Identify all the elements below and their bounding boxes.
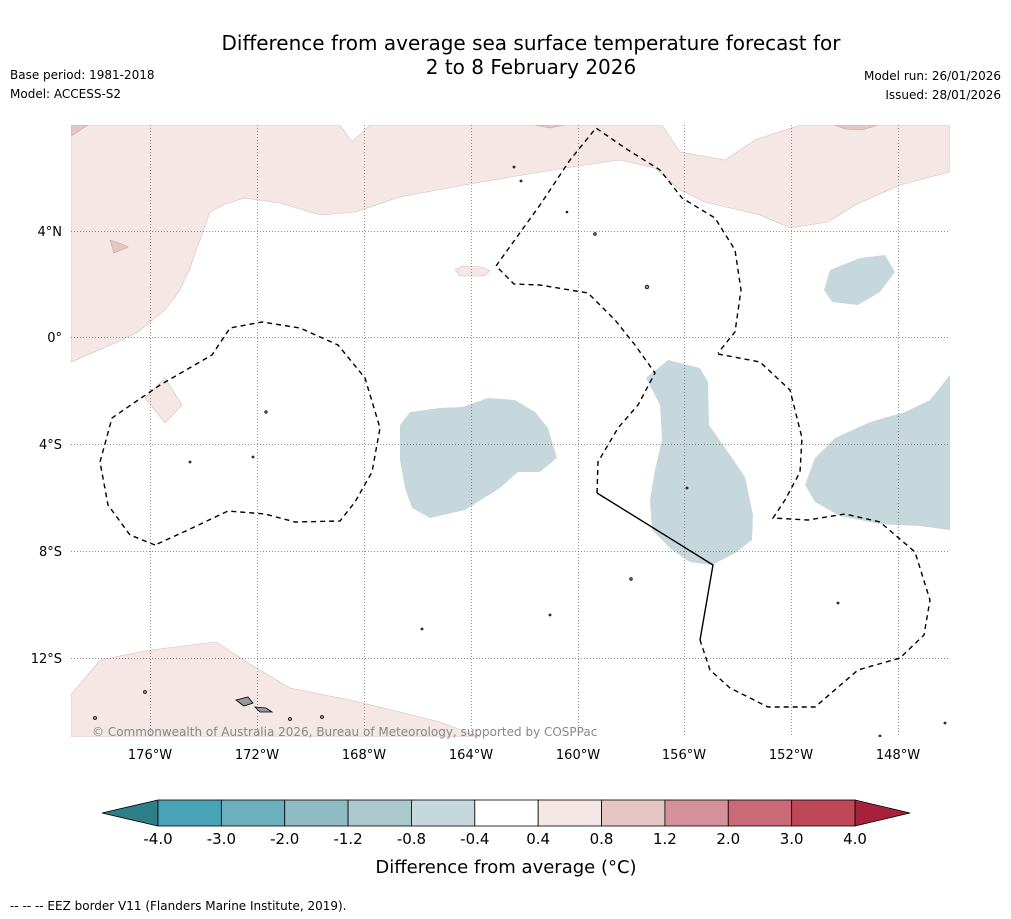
colorbar-tick-label: -2.0 xyxy=(270,830,299,848)
model-run: Model run: 26/01/2026 xyxy=(863,69,1001,83)
lat-label-0: 0° xyxy=(47,331,62,346)
colorbar-high-extend xyxy=(854,799,911,827)
lon-label-152w: 152°W xyxy=(769,748,813,763)
colorbar-segment xyxy=(284,799,349,827)
colorbar-tick-label: 3.0 xyxy=(780,830,804,848)
colorbar-segment xyxy=(220,799,286,827)
warm-patch-west xyxy=(144,377,183,424)
colorbar-tick-label: 4.0 xyxy=(843,830,867,848)
lon-label-176w: 176°W xyxy=(128,748,172,763)
cool-region-east-central xyxy=(646,360,753,565)
island-upolu xyxy=(235,696,254,707)
colorbar-tick-label: -1.2 xyxy=(333,830,362,848)
title-line-2: 2 to 8 February 2026 xyxy=(425,55,637,79)
warm-patch-top-mid xyxy=(534,125,566,129)
warm-patch-top-right xyxy=(834,125,879,131)
eez-border-west xyxy=(99,321,381,546)
lon-label-160w: 160°W xyxy=(556,748,600,763)
warm-patch-small xyxy=(109,239,129,254)
warm-patch-top-left xyxy=(71,125,89,137)
colorbar: -4.0 -3.0 -2.0 -1.2 -0.8 -0.4 0.4 0.8 1.2 2.0 3.0 4… xyxy=(101,799,911,848)
colorbar-tick-label: 0.4 xyxy=(526,830,550,848)
colorbar-tick-label: -0.4 xyxy=(460,830,489,848)
lat-label-4n: 4°N xyxy=(38,225,63,240)
warm-region-south xyxy=(71,641,481,737)
colorbar-tick-label: 1.2 xyxy=(653,830,677,848)
colorbar-segment xyxy=(474,799,539,827)
graticule xyxy=(71,125,950,737)
lon-label-156w: 156°W xyxy=(662,748,706,763)
issued-date: Issued: 28/01/2026 xyxy=(885,88,1001,102)
title-line-1: Difference from average sea surface temp… xyxy=(221,31,841,55)
warm-region-north xyxy=(71,125,950,363)
eez-border-solid-segment xyxy=(596,492,714,641)
colorbar-segment xyxy=(537,799,602,827)
colorbar-label: Difference from average (°C) xyxy=(375,857,636,878)
base-period: Base period: 1981-2018 xyxy=(10,68,155,82)
lon-label-172w: 172°W xyxy=(235,748,279,763)
colorbar-tick-label: -4.0 xyxy=(143,830,172,848)
colorbar-segment xyxy=(157,799,222,827)
colorbar-segment xyxy=(347,799,412,827)
copyright-text: © Commonwealth of Australia 2026, Bureau… xyxy=(92,725,597,739)
cool-region-east xyxy=(805,375,950,530)
lat-label-8s: 8°S xyxy=(39,545,62,560)
lat-label-4s: 4°S xyxy=(39,438,62,453)
cool-region-central xyxy=(400,398,557,518)
lon-label-168w: 168°W xyxy=(342,748,386,763)
cool-region-northeast xyxy=(824,255,895,305)
islands xyxy=(93,165,947,737)
colorbar-tick-label: 2.0 xyxy=(716,830,740,848)
eez-legend-note: -- -- -- EEZ border V11 (Flanders Marine… xyxy=(10,899,347,913)
lon-label-164w: 164°W xyxy=(449,748,493,763)
colorbar-segment xyxy=(727,799,793,827)
colorbar-segment xyxy=(791,799,856,827)
island-savaii xyxy=(253,706,274,713)
colorbar-segment xyxy=(601,799,666,827)
model-name: Model: ACCESS-S2 xyxy=(10,87,122,101)
colorbar-low-extend xyxy=(101,799,159,827)
colorbar-tick-label: -3.0 xyxy=(207,830,236,848)
colorbar-segment xyxy=(411,799,476,827)
colorbar-tick-label: -0.8 xyxy=(397,830,426,848)
colorbar-segment xyxy=(664,799,729,827)
map-area xyxy=(71,125,950,737)
eez-border-north-central xyxy=(495,127,742,494)
lat-label-12s: 12°S xyxy=(31,652,62,667)
eez-border-east xyxy=(699,353,931,708)
eez-borders xyxy=(99,127,931,708)
warm-patch-central xyxy=(454,265,491,277)
colorbar-tick-label: 0.8 xyxy=(590,830,614,848)
lon-label-148w: 148°W xyxy=(876,748,920,763)
